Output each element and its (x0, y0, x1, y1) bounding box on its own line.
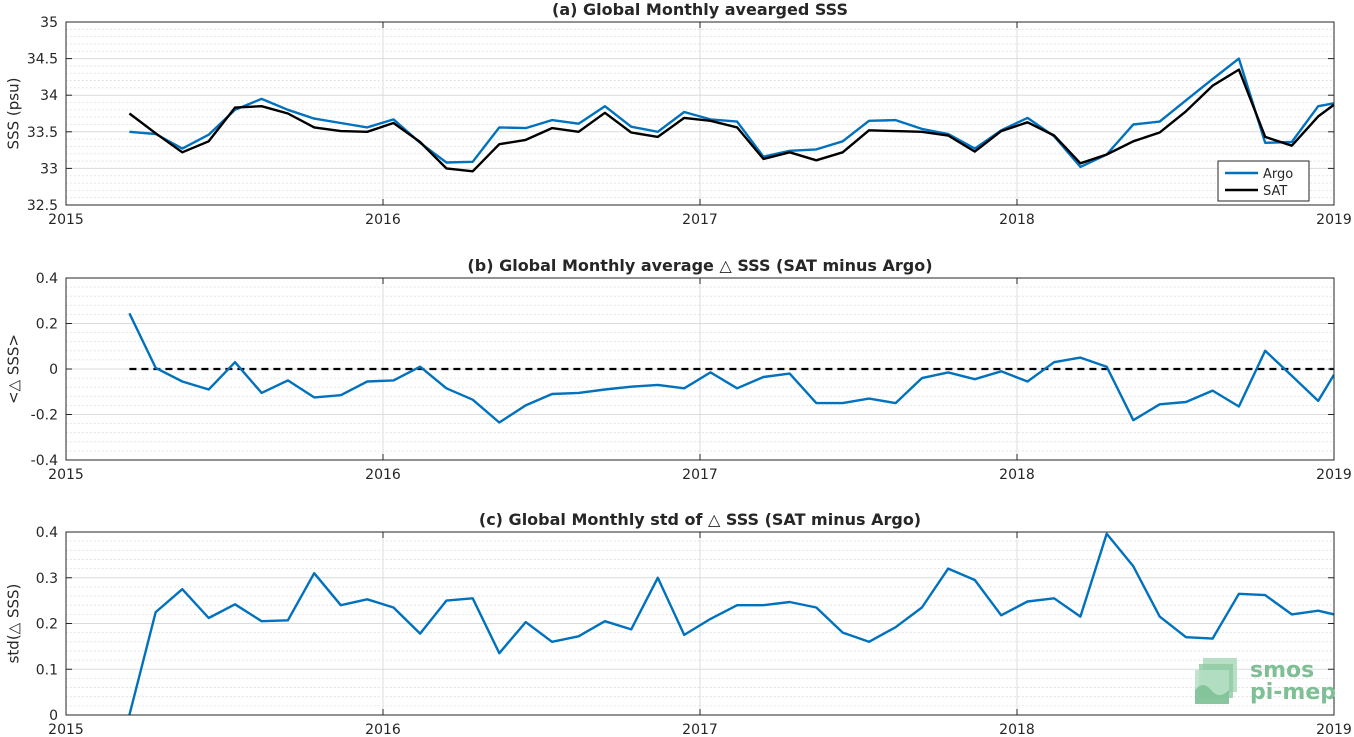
y-tick-label: 34 (40, 88, 58, 104)
y-tick-label: 0.4 (36, 525, 58, 541)
y-tick-label: 0.3 (36, 571, 58, 587)
legend-entry: SAT (1263, 184, 1287, 199)
logo-line1: smos (1250, 658, 1314, 683)
y-tick-label: 34.5 (27, 52, 58, 68)
x-tick-label: 2015 (48, 722, 84, 737)
y-tick-label: -0.4 (31, 453, 58, 469)
series-line-3 (128, 532, 1334, 715)
y-axis-label: std(△ SSS) (5, 584, 23, 664)
x-tick-label: 2016 (365, 722, 401, 737)
chart-title: (a) Global Monthly avearged SSS (552, 0, 848, 19)
x-tick-label: 2017 (682, 212, 718, 228)
x-tick-label: 2017 (682, 722, 718, 737)
y-axis-label: <△ SSS> (5, 334, 23, 404)
x-tick-label: 2015 (48, 212, 84, 228)
logo-line2: pi-mep (1250, 680, 1336, 705)
y-tick-label: 0.1 (36, 662, 58, 678)
chart-panel-3: 2015 2016 2017 2018 2019 0 0.1 0.2 0.3 0.4 (c) Glo… (5, 510, 1352, 737)
x-tick-label: 2018 (999, 467, 1035, 483)
x-tick-label: 2018 (999, 212, 1035, 228)
series-line-argo (129, 57, 1334, 169)
y-tick-label: 33.5 (27, 125, 58, 141)
grid (65, 21, 1335, 206)
legend-box (1217, 160, 1310, 202)
legend: Argo SAT (1217, 160, 1310, 202)
y-tick-label: 35 (40, 15, 58, 31)
y-tick-label: 0 (49, 362, 58, 378)
legend-entry: Argo (1263, 167, 1293, 182)
y-tick-label: 0 (49, 708, 58, 724)
x-tick-label: 2019 (1316, 722, 1352, 737)
x-tick-label: 2018 (999, 722, 1035, 737)
x-tick-label: 2016 (365, 212, 401, 228)
y-tick-label: 0.4 (36, 271, 58, 287)
chart-title: (c) Global Monthly std of △ SSS (SAT min… (479, 510, 921, 529)
y-tick-label: 33 (40, 161, 58, 177)
smos-pi-mep-logo: smos pi-mep (1195, 658, 1336, 705)
x-tick-label: 2019 (1316, 212, 1352, 228)
y-tick-label: -0.2 (31, 408, 58, 424)
x-tick-label: 2016 (365, 467, 401, 483)
series-line-sat (128, 68, 1334, 173)
x-tick-label: 2017 (682, 467, 718, 483)
y-axis-label: SSS (psu) (5, 78, 23, 150)
chart-panel-1: 2015 2016 2017 2018 2019 32.5 33 33.5 34 34.5 35 (a… (5, 0, 1352, 228)
chart-title: (b) Global Monthly average △ SSS (SAT mi… (467, 256, 932, 275)
series-line-2 (128, 312, 1334, 424)
y-tick-label: 0.2 (36, 317, 58, 333)
y-tick-label: 0.2 (36, 617, 58, 633)
logo-stack-icon (1195, 658, 1237, 704)
grid (65, 531, 1335, 716)
y-tick-label: 32.5 (27, 198, 58, 214)
x-tick-label: 2019 (1316, 467, 1352, 483)
chart-panel-2: 2015 2016 2017 2018 2019 -0.4 -0.2 0 0.2 0.4 (b) G… (5, 256, 1352, 483)
x-tick-label: 2015 (48, 467, 84, 483)
